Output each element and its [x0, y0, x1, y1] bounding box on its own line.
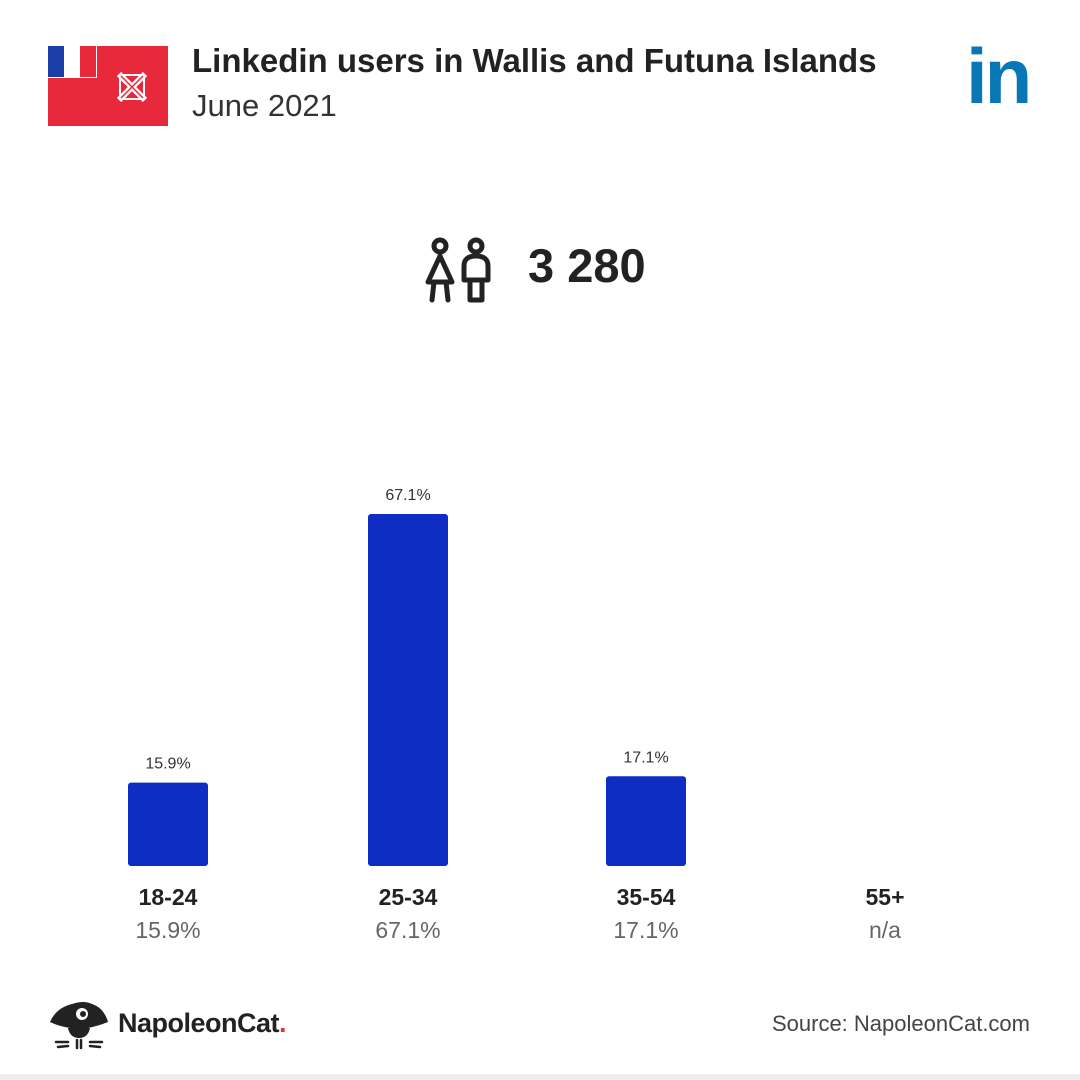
- linkedin-logo-icon: in: [966, 32, 1032, 120]
- page-subtitle: June 2021: [192, 88, 337, 123]
- bar-value-label: 67.1%: [385, 487, 430, 504]
- bar-value-label: 15.9%: [145, 756, 190, 773]
- page-title: Linkedin users in Wallis and Futuna Isla…: [192, 42, 877, 79]
- brand-dot: .: [279, 1008, 287, 1038]
- bar-value-label: 17.1%: [623, 749, 668, 766]
- brand-name: NapoleonCat.: [118, 1008, 287, 1039]
- total-users-value: 3 280: [528, 239, 646, 292]
- category-value-label: 17.1%: [613, 917, 679, 943]
- category-value-label: 15.9%: [135, 917, 201, 943]
- category-value-label: n/a: [869, 917, 901, 943]
- category-value-label: 67.1%: [375, 917, 441, 943]
- bar-18-24: [128, 782, 208, 866]
- category-label: 18-24: [138, 884, 198, 910]
- category-label: 55+: [865, 884, 905, 910]
- wallis-futuna-flag-icon: [48, 46, 168, 126]
- bottom-strip: [0, 1074, 1080, 1080]
- bar-25-34: [368, 514, 448, 866]
- bar-35-54: [606, 776, 686, 866]
- brand-name-text: NapoleonCat: [118, 1008, 280, 1038]
- category-label: 25-34: [378, 884, 438, 910]
- napoleoncat-logo-icon: [50, 1002, 108, 1050]
- users-icon: [425, 237, 491, 303]
- category-label: 35-54: [616, 884, 676, 910]
- source-text: Source: NapoleonCat.com: [771, 1011, 1030, 1036]
